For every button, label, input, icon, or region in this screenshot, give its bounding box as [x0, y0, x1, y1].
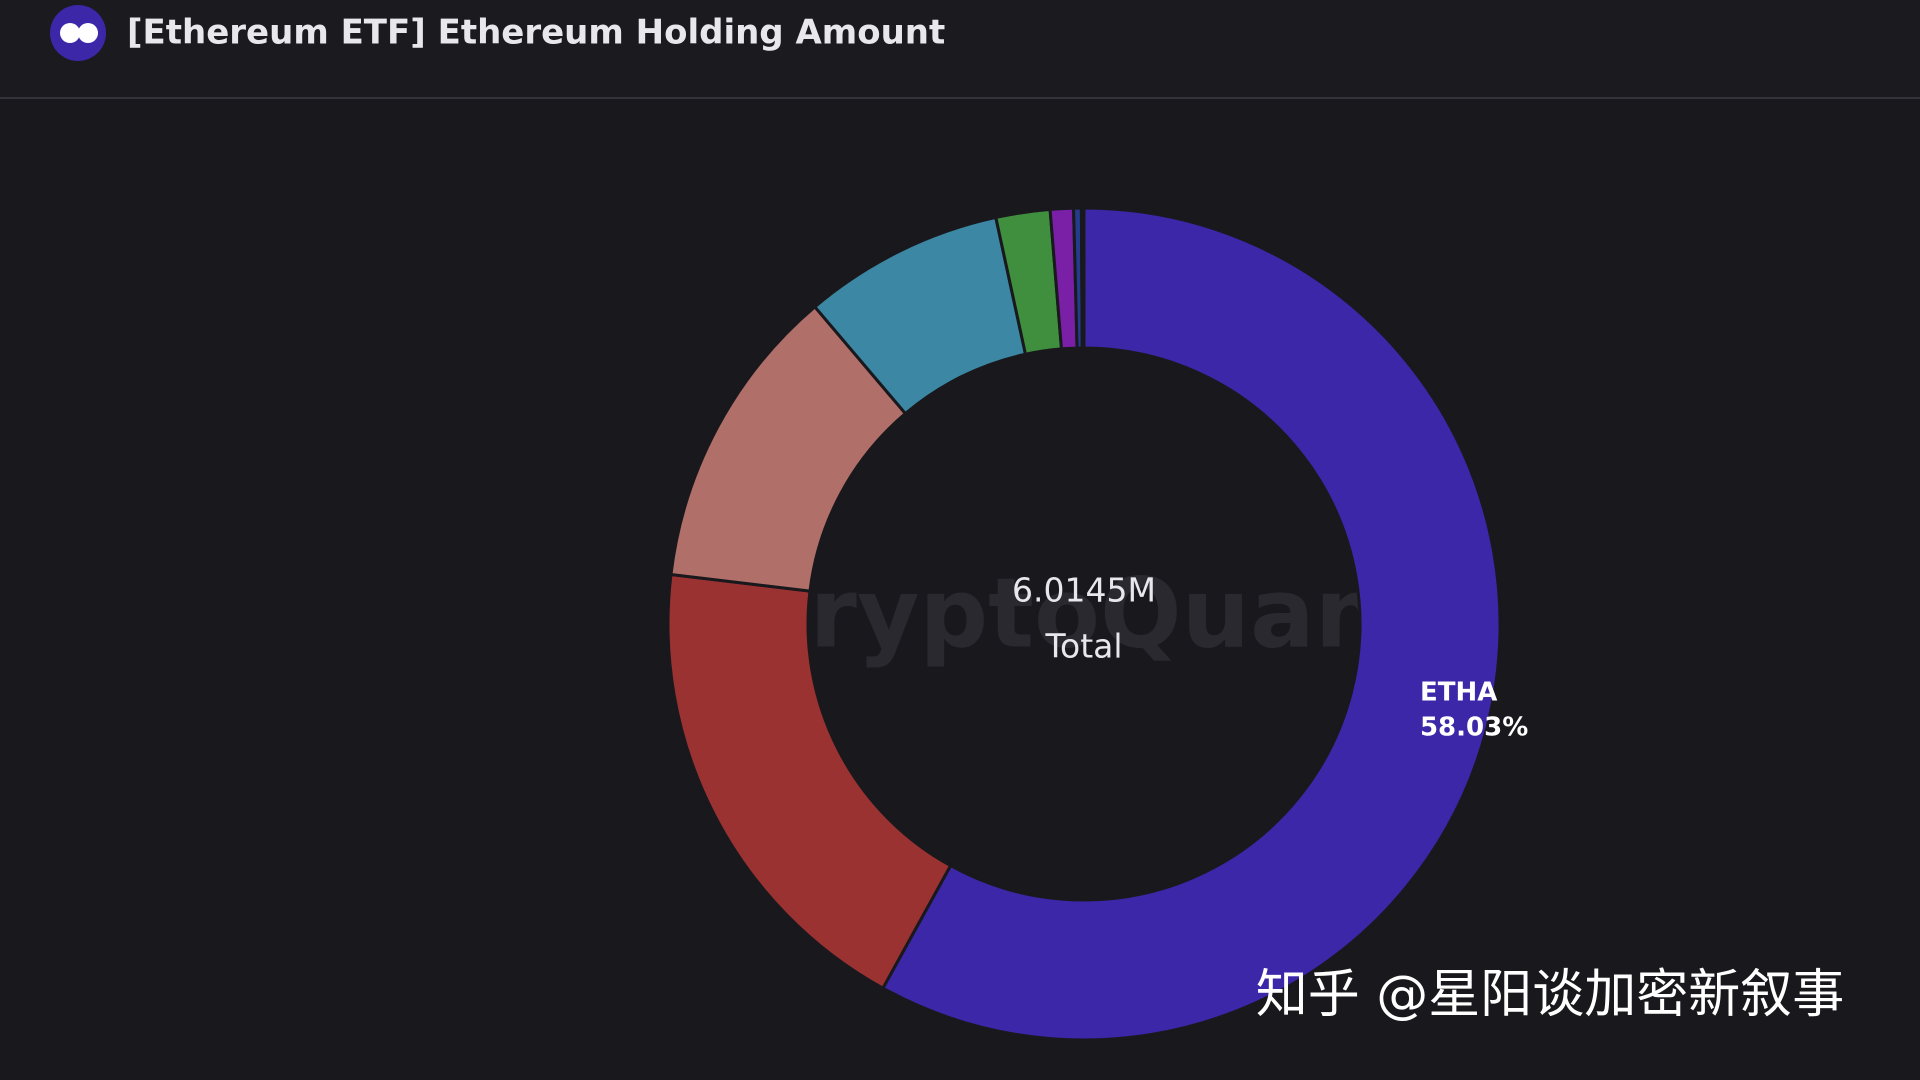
chart-title: [Ethereum ETF] Ethereum Holding Amount	[127, 13, 945, 53]
header	[0, 0, 1920, 98]
slice	[880, 206, 1502, 1042]
slice	[1079, 206, 1086, 350]
donut	[666, 206, 1502, 1042]
logo-mark	[60, 23, 80, 43]
credit: 知乎 @星阳谈加密新叙事	[1256, 965, 1845, 1025]
watermark: CryptoQuant	[739, 557, 1429, 669]
center-label: Total	[1044, 627, 1122, 666]
logo-mark	[78, 23, 98, 43]
slice-label: ETHA	[1420, 678, 1497, 708]
center-value: 6.0145M	[1012, 571, 1156, 610]
slice	[666, 572, 953, 991]
slice-value-label: 58.03%	[1420, 713, 1528, 743]
